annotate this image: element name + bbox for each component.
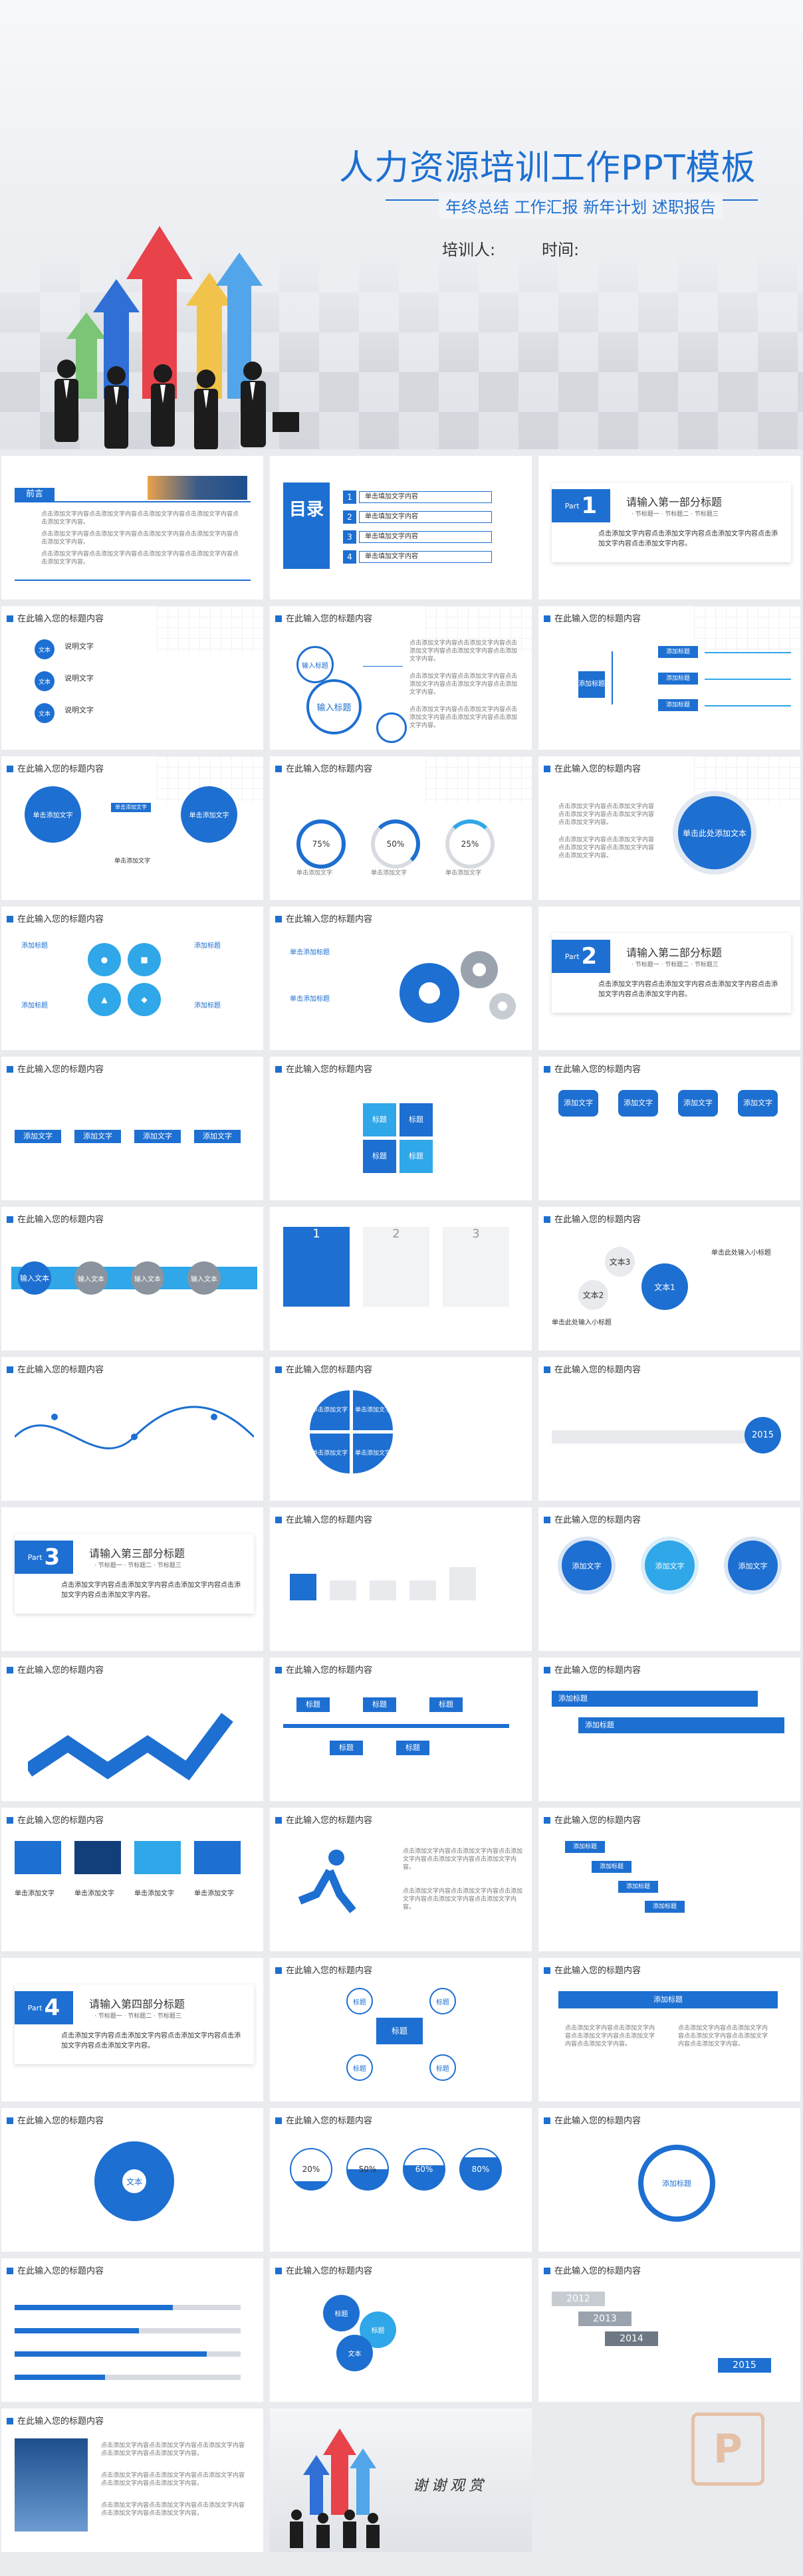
percent-ring-50: 50% bbox=[371, 819, 420, 869]
slide-fill-circles[interactable]: 在此输入您的标题内容 20% 50% 60% 80% bbox=[270, 2108, 532, 2252]
zigzag-arrow bbox=[28, 1713, 233, 1780]
slide-part-4[interactable]: Part 4 请输入第四部分标题 · 节标题一 · 节标题二 · 节标题三 点击添… bbox=[1, 1958, 263, 2101]
slide-timeline-2015[interactable]: 在此输入您的标题内容 2015 bbox=[538, 1357, 800, 1501]
slide-steps[interactable]: 在此输入您的标题内容 bbox=[270, 1507, 532, 1651]
percent-ring-25: 25% bbox=[445, 819, 495, 869]
slide-part-3[interactable]: Part 3 请输入第三部分标题 · 节标题一 · 节标题二 · 节标题三 点击添… bbox=[1, 1507, 263, 1651]
card-1: 1 bbox=[283, 1227, 350, 1307]
slide-bracket[interactable]: 在此输入您的标题内容 添加标题 添加标题 添加标题 添加标题 bbox=[538, 606, 800, 750]
slide-explain-list[interactable]: 在此输入您的标题内容 文本 说明文字 文本 说明文字 文本 说明文字 bbox=[1, 606, 263, 750]
slide-pie-wheel[interactable]: 在此输入您的标题内容 文本 bbox=[1, 2108, 263, 2252]
slide-two-circles[interactable]: 在此输入您的标题内容 单击添加文字 单击添加文字 单击添加文字 单击添加文字 bbox=[1, 756, 263, 900]
slide-progress-bars[interactable]: 在此输入您的标题内容 bbox=[1, 2258, 263, 2402]
slide-quad-petals[interactable]: 在此输入您的标题内容 单击添加文字 单击添加文字 单击添加文字 单击添加文字 bbox=[270, 1357, 532, 1501]
slide-double-arrow[interactable]: 在此输入您的标题内容 添加标题 点击添加文字内容点击添加文字内容点击添加文字内容… bbox=[538, 1958, 800, 2101]
slide-part-2[interactable]: Part 2 请输入第二部分标题 · 节标题一 · 节标题二 · 节标题三 点击添… bbox=[538, 907, 800, 1050]
thanks-text: 谢谢观赏 bbox=[413, 2478, 488, 2494]
gear-text-1: 文本1 bbox=[641, 1263, 688, 1310]
slide-part-1[interactable]: Part 1 请输入第一部分标题 · 节标题一 · 节标题二 · 节标题三 点击添… bbox=[538, 456, 800, 599]
time-label: 时间: bbox=[542, 241, 580, 259]
slide-zigzag-arrow[interactable]: 在此输入您的标题内容 bbox=[1, 1658, 263, 1801]
slide-staircase[interactable]: 在此输入您的标题内容 添加标题 添加标题 添加标题 添加标题 bbox=[538, 1808, 800, 1951]
part-description: 点击添加文字内容点击添加文字内容点击添加文字内容点击添加文字内容点击添加文字内容… bbox=[598, 530, 778, 548]
slide-wave-line[interactable]: 在此输入您的标题内容 bbox=[1, 1357, 263, 1501]
team-arrows-image bbox=[290, 2428, 380, 2548]
year-circle: 2015 bbox=[745, 1417, 781, 1453]
toc-item-1[interactable]: 1 单击填加文字内容 bbox=[343, 490, 492, 504]
sunset-photo bbox=[148, 476, 247, 500]
part-badge: Part 1 bbox=[552, 489, 610, 522]
gears-icon bbox=[400, 951, 516, 1023]
slide-percent-rings[interactable]: 在此输入您的标题内容 75% 50% 25% 单击添加文字 单击添加文字 单击添… bbox=[270, 756, 532, 900]
slide-four-columns[interactable]: 在此输入您的标题内容 添加文字 添加文字 添加文字 添加文字 bbox=[538, 1057, 800, 1200]
slide-puzzle[interactable]: 在此输入您的标题内容 标题 标题 标题 标题 bbox=[270, 1057, 532, 1200]
slide-title: 在此输入您的标题内容 bbox=[7, 611, 104, 624]
cover-title: 人力资源培训工作PPT模板 bbox=[339, 148, 756, 188]
cover-slide[interactable]: 人力资源培训工作PPT模板 年终总结 工作汇报 新年计划 述职报告 培训人: 时… bbox=[0, 0, 803, 449]
slide-arrow-flow[interactable]: 在此输入您的标题内容 输入文本 输入文本 输入文本 输入文本 bbox=[1, 1207, 263, 1350]
slide-runner[interactable]: 在此输入您的标题内容 点击添加文字内容点击添加文字内容点击添加文字内容点击添加文… bbox=[270, 1808, 532, 1951]
main-title-circle: 输入标题 bbox=[306, 679, 362, 734]
slide-numbered-cards[interactable]: 1 2 3 bbox=[270, 1207, 532, 1350]
text-circle: 文本 bbox=[35, 639, 55, 659]
slide-four-blocks[interactable]: 在此输入您的标题内容 添加文字 添加文字 添加文字 添加文字 bbox=[1, 1057, 263, 1200]
business-team-image bbox=[55, 226, 299, 449]
part-subtitle: · 节标题一 · 节标题二 · 节标题三 bbox=[631, 511, 719, 518]
cover-subtitle: 年终总结 工作汇报 新年计划 述职报告 bbox=[439, 193, 723, 219]
slide-toc[interactable]: 目录 1 单击填加文字内容 2 单击填加文字内容 3 单击填加文字内容 4 单击填加文字… bbox=[270, 456, 532, 599]
slide-icon-tiles[interactable]: 在此输入您的标题内容 单击添加文字 单击添加文字 单击添加文字 单击添加文字 bbox=[1, 1808, 263, 1951]
slide-bubble-cluster[interactable]: 在此输入您的标题内容 标题 标题 文本 bbox=[270, 2258, 532, 2402]
toc-item-2[interactable]: 2 单击填加文字内容 bbox=[343, 510, 492, 524]
preface-text: 点击添加文字内容点击添加文字内容点击添加文字内容点击添加文字内容点击添加文字内容… bbox=[41, 511, 239, 526]
add-title-box: 添加标题 bbox=[578, 671, 605, 698]
wave-line bbox=[15, 1406, 254, 1449]
pie-wheel: 文本 bbox=[94, 2141, 174, 2221]
slide-cycle[interactable]: 在此输入您的标题内容 添加标题 bbox=[538, 2108, 800, 2252]
watermark-logo: P bbox=[691, 2413, 764, 2486]
center-circle: 单击此处添加文本 bbox=[678, 796, 751, 869]
slide-cross-hub[interactable]: 在此输入您的标题内容 标题 标题 标题 标题 标题 bbox=[270, 1958, 532, 2101]
slide-thanks[interactable]: 谢谢观赏 bbox=[270, 2409, 532, 2552]
part-title: 请输入第一部分标题 bbox=[626, 496, 723, 508]
slide-gears[interactable]: 在此输入您的标题内容 单击添加标题 单击添加标题 bbox=[270, 907, 532, 1050]
slide-center-circle[interactable]: 在此输入您的标题内容 单击此处添加文本 点击添加文字内容点击添加文字内容点击添加… bbox=[538, 756, 800, 900]
runner-icon bbox=[298, 1850, 356, 1913]
icon-circle: ● bbox=[88, 943, 121, 976]
office-photo bbox=[15, 2438, 88, 2531]
toc-label: 目录 bbox=[283, 483, 330, 569]
toc-item-4[interactable]: 4 单击填加文字内容 bbox=[343, 550, 492, 564]
slide-gear-text[interactable]: 在此输入您的标题内容 文本3 文本2 文本1 单击此处输入小标题 单击此处输入小… bbox=[538, 1207, 800, 1350]
slide-photo-list[interactable]: 在此输入您的标题内容 点击添加文字内容点击添加文字内容点击添加文字内容点击添加文… bbox=[1, 2409, 263, 2552]
slide-year-steps[interactable]: 在此输入您的标题内容 2012 2013 2014 2015 bbox=[538, 2258, 800, 2402]
slide-preface[interactable]: 前言 点击添加文字内容点击添加文字内容点击添加文字内容点击添加文字内容点击添加文… bbox=[1, 456, 263, 599]
toc-item-3[interactable]: 3 单击填加文字内容 bbox=[343, 530, 492, 544]
slide-big-arrows[interactable]: 在此输入您的标题内容 添加标题 添加标题 bbox=[538, 1658, 800, 1801]
slide-three-bubbles[interactable]: 在此输入您的标题内容 添加文字 添加文字 添加文字 bbox=[538, 1507, 800, 1651]
slide-icon-rings[interactable]: 在此输入您的标题内容 ● ■ ▲ ◆ 添加标题 添加标题 添加标题 添加标题 bbox=[1, 907, 263, 1050]
preface-label: 前言 bbox=[15, 488, 55, 501]
percent-ring-75: 75% bbox=[296, 819, 346, 869]
slide-arrow-timeline[interactable]: 在此输入您的标题内容 标题 标题 标题 标题 标题 bbox=[270, 1658, 532, 1801]
slide-mindmap[interactable]: 在此输入您的标题内容 输入标题 输入标题 点击添加文字内容点击添加文字内容点击添… bbox=[270, 606, 532, 750]
trainer-label: 培训人: bbox=[442, 241, 496, 259]
